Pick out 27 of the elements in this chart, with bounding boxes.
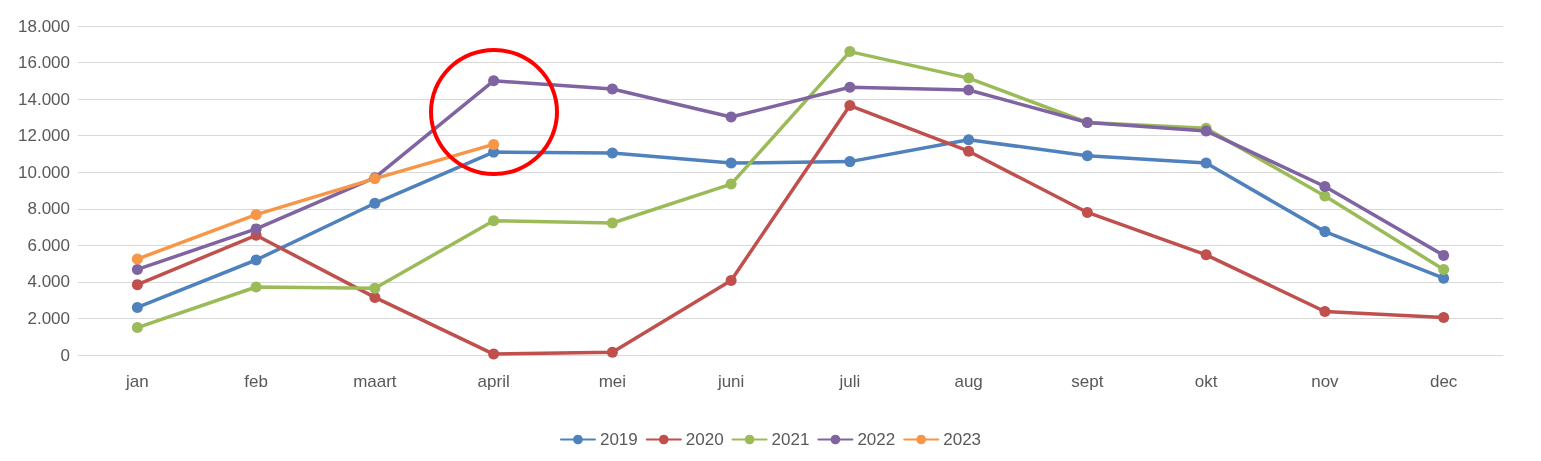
y-tick-label: 10.000 bbox=[18, 162, 70, 182]
legend-label: 2023 bbox=[943, 430, 982, 449]
y-tick-label: 8.000 bbox=[27, 199, 70, 219]
x-tick-label: dec bbox=[1429, 372, 1458, 391]
legend-label: 2022 bbox=[857, 430, 896, 449]
y-tick-label: 16.000 bbox=[18, 53, 70, 73]
x-tick-label: april bbox=[477, 372, 510, 391]
x-tick-label: juni bbox=[716, 372, 745, 391]
x-tick-label: sept bbox=[1071, 372, 1104, 391]
x-tick-label: jan bbox=[125, 372, 149, 391]
x-tick-label: feb bbox=[244, 372, 268, 391]
y-tick-label: 0 bbox=[60, 345, 70, 365]
x-tick-label: nov bbox=[1311, 372, 1340, 391]
y-tick-label: 2.000 bbox=[27, 308, 70, 328]
y-tick-label: 18.000 bbox=[18, 16, 70, 36]
y-tick-label: 12.000 bbox=[18, 126, 70, 146]
legend-label: 2020 bbox=[685, 430, 724, 449]
x-tick-label: mei bbox=[598, 372, 627, 391]
x-tick-label: okt bbox=[1194, 372, 1218, 391]
legend-label: 2021 bbox=[771, 430, 810, 449]
x-tick-label: juli bbox=[838, 372, 861, 391]
x-tick-label: aug bbox=[954, 372, 983, 391]
x-tick-label: maart bbox=[353, 372, 397, 391]
y-tick-label: 4.000 bbox=[27, 272, 70, 292]
y-tick-label: 6.000 bbox=[27, 235, 70, 255]
legend-label: 2019 bbox=[599, 430, 638, 449]
y-tick-label: 14.000 bbox=[18, 89, 70, 109]
